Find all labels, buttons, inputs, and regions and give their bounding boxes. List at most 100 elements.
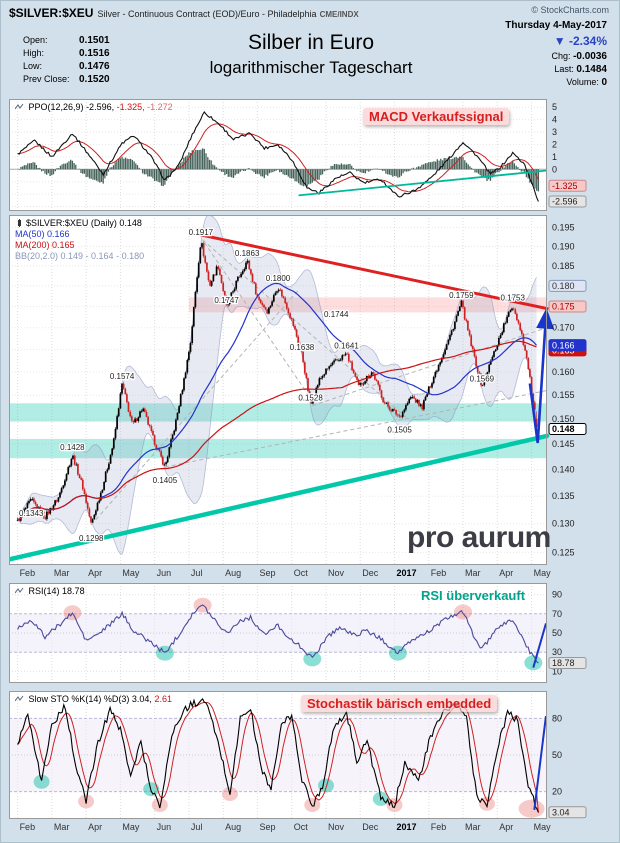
price-legend: $SILVER:$XEU (Daily) 0.148 MA(50) 0.166 …: [15, 218, 144, 262]
x-axis-label: Mar: [53, 568, 70, 578]
candles-up: [16, 243, 513, 523]
svg-text:0.180: 0.180: [552, 281, 575, 291]
x-axis-label: Apr: [499, 568, 514, 578]
volume-row: Volume: 0: [566, 77, 607, 88]
ppo-indicator-panel: 5 4 3 2 1 0 -1.325 -2.596: [9, 99, 587, 211]
old-trendline: [164, 390, 548, 468]
x-axis-label: Jun: [156, 822, 172, 832]
last-value: 0.1484: [576, 64, 607, 75]
rsi-value: 18.78: [62, 586, 85, 596]
x-axis-label: 2017: [396, 822, 417, 832]
x-axis-months-top: Feb Mar Apr May Jun Jul Aug Sep Oct Nov Dec 2017 Feb…: [1, 568, 619, 580]
price-legend-symbol: $SILVER:$XEU (Daily) 0.148: [26, 218, 142, 228]
svg-text:0.1428: 0.1428: [60, 443, 85, 452]
sto-projection-line: [533, 715, 547, 811]
price-panel: 0.1917 0.1863 0.1800 0.1747 0.1744 0.1641 0.16…: [9, 215, 587, 565]
x-axis-label: May: [122, 568, 140, 578]
svg-text:0: 0: [552, 164, 557, 174]
svg-text:0.1863: 0.1863: [235, 249, 260, 258]
sto-k-value: 3.04,: [131, 694, 152, 704]
ppo-histogram: [18, 148, 540, 192]
symbol: $SILVER:$XEU: [9, 6, 94, 20]
rsi-legend-name: RSI(14): [28, 586, 60, 596]
ma200-line: [17, 340, 537, 521]
stochastic-legend: Slow STO %K(14) %D(3) 3.04, 2.61: [15, 694, 172, 704]
x-axis-months-bottom: Feb Mar Apr May Jun Jul Aug Sep Oct Nov Dec 2017 Feb…: [1, 822, 619, 834]
macd-annotation: MACD Verkaufssignal: [363, 108, 510, 125]
x-axis-label: Mar: [465, 822, 481, 832]
svg-text:0.1528: 0.1528: [298, 394, 323, 403]
svg-text:0.1917: 0.1917: [189, 228, 214, 237]
svg-text:0.1759: 0.1759: [449, 291, 474, 300]
sto-legend-name: Slow STO %K(14) %D(3): [28, 694, 130, 704]
x-axis-label: Mar: [465, 568, 481, 578]
svg-text:4: 4: [552, 115, 557, 125]
sto-highlight-pink: [151, 798, 168, 812]
stochastic-annotation: Stochastik bärisch embedded: [301, 695, 498, 712]
open-label: Open:: [23, 35, 48, 45]
svg-text:0.1800: 0.1800: [266, 274, 291, 283]
x-axis-label: Sep: [259, 568, 276, 578]
prev-close-value: 0.1520: [79, 74, 110, 85]
x-axis-label: Nov: [327, 822, 344, 832]
rsi-highlight-pink: [454, 604, 472, 620]
x-axis-label: Feb: [430, 568, 447, 578]
svg-text:0.140: 0.140: [552, 465, 575, 475]
svg-text:30: 30: [552, 647, 562, 657]
bollinger-legend: BB(20,2.0) 0.149 - 0.164 - 0.180: [15, 251, 145, 261]
svg-text:2: 2: [552, 139, 557, 149]
old-trendline: [312, 327, 548, 407]
rsi-annotation: RSI überverkauft: [421, 588, 526, 603]
x-axis-label: Nov: [327, 568, 344, 578]
ma50-line: [17, 282, 537, 521]
rsi-highlight-teal: [524, 655, 543, 671]
x-axis-label: Feb: [19, 568, 36, 578]
chg-value: -0.0036: [573, 51, 607, 62]
x-axis-label: Feb: [19, 822, 36, 832]
svg-text:0.145: 0.145: [552, 439, 575, 449]
svg-text:0.1569: 0.1569: [470, 374, 495, 383]
svg-text:0.160: 0.160: [552, 367, 575, 377]
ppo-value-signal: -1.325,: [116, 102, 145, 112]
stochastic-indicator-panel: 80 50 20 3.04: [9, 691, 587, 819]
quote-open-row: Open: 0.1501: [23, 35, 110, 46]
svg-text:80: 80: [552, 713, 562, 723]
svg-text:0.1638: 0.1638: [290, 343, 315, 352]
svg-text:0.1753: 0.1753: [500, 293, 525, 302]
chg-row: Chg: -0.0036: [552, 51, 607, 62]
quote-low-row: Low: 0.1476: [23, 61, 110, 72]
pro-aurum-logo: pro aurum: [407, 521, 551, 554]
old-trendline: [203, 242, 317, 406]
symbol-description: Silver - Continuous Contract (EOD)/Euro …: [97, 9, 317, 19]
copyright: © StockCharts.com: [531, 5, 609, 15]
ppo-support-trendline: [298, 169, 548, 197]
x-axis-label: May: [122, 822, 140, 832]
sto-highlight-pink: [518, 799, 545, 818]
x-axis-label: Oct: [293, 822, 308, 832]
rsi-projection-line: [532, 623, 547, 668]
x-axis-label: Jul: [190, 568, 203, 578]
rsi-legend: RSI(14) 18.78: [15, 586, 85, 596]
svg-text:0.1505: 0.1505: [387, 426, 412, 435]
sto-highlight-teal: [33, 774, 50, 789]
svg-text:5: 5: [552, 102, 557, 112]
svg-text:0.125: 0.125: [552, 547, 575, 557]
svg-text:0.1641: 0.1641: [334, 342, 359, 351]
svg-text:0.1574: 0.1574: [110, 372, 135, 381]
x-axis-label: Feb: [430, 822, 447, 832]
svg-text:90: 90: [552, 590, 562, 600]
x-axis-label: May: [533, 822, 551, 832]
chart-date: Thursday 4-May-2017: [505, 20, 607, 31]
ppo-legend: PPO(12,26,9) -2.596, -1.325, -1.272: [15, 102, 173, 112]
svg-text:0.130: 0.130: [552, 519, 575, 529]
quote-high-row: High: 0.1516: [23, 48, 110, 59]
svg-text:20: 20: [552, 787, 562, 797]
svg-text:70: 70: [552, 609, 562, 619]
sto-band: [9, 718, 547, 792]
low-label: Low:: [23, 61, 43, 71]
svg-text:3.04: 3.04: [552, 807, 570, 817]
svg-text:0.1744: 0.1744: [324, 310, 349, 319]
svg-text:0.166: 0.166: [552, 340, 575, 350]
high-label: High:: [23, 48, 45, 58]
